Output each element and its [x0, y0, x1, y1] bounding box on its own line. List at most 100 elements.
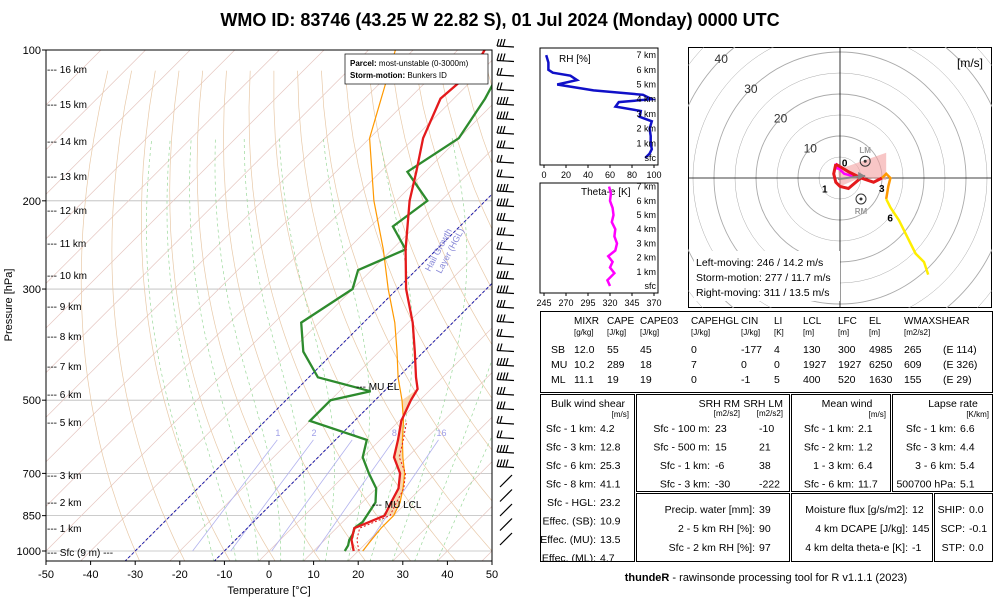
skewt-x-tick: -40 [83, 569, 99, 581]
box-row-label: Sfc - HGL: [547, 497, 596, 509]
svg-text:Storm-motion: Bunkers ID: Storm-motion: Bunkers ID [350, 71, 447, 80]
bunkers-label: LM [859, 146, 871, 155]
moist-adiabat [322, 138, 370, 561]
composite-box: SHIP: 0.0 SCP: -0.1 STP: 0.0 [934, 493, 993, 562]
thetae-label: Theta-e [K] [581, 187, 631, 198]
parcel-table-cell: 6250 [869, 359, 893, 371]
box-row-label: Effec. (SB): [543, 516, 597, 528]
box-row-value: 10.9 [600, 516, 621, 528]
box-row-value: -1 [912, 542, 921, 554]
isotherm [46, 50, 280, 284]
parcel-table-cell: 0 [691, 374, 697, 386]
box-row-label: Effec. (ML): [542, 553, 596, 562]
mixing-ratio-label: 16 [436, 428, 446, 438]
bunkers-marker [855, 193, 867, 205]
parcel-table-cell: 5 [774, 374, 780, 386]
parcel-table-cell: 0 [741, 359, 747, 371]
dry-adiabat [80, 70, 140, 561]
skewt-x-tick: 50 [486, 569, 498, 581]
srh-header: SRH RM [699, 398, 740, 410]
skewt-x-tick: -30 [127, 569, 143, 581]
parcel-table-unit: [K] [774, 328, 784, 337]
parcel-table-cell: 609 [904, 359, 922, 371]
height-label: --- 10 km [47, 271, 87, 282]
thetae-y-tick: 5 km [636, 210, 656, 220]
height-label: --- 8 km [47, 332, 81, 343]
parcel-table-unit: [g/kg] [574, 328, 594, 337]
wind-barb [496, 227, 515, 237]
mixing-ratio-label: 1 [275, 428, 280, 438]
box-row-value: 12.8 [600, 442, 621, 454]
box-row-label: Sfc - 1 km: [546, 423, 596, 435]
height-label: --- 6 km [47, 390, 81, 401]
rh-x-tick: 20 [561, 170, 571, 180]
wind-barb [496, 256, 515, 266]
skewt-x-tick: -10 [216, 569, 232, 581]
height-label: --- 16 km [47, 65, 87, 76]
skewt-diagram: 1 2 4 8 16 -50 -40 -30 -20 -10 0 10 20 30 40 50 100 200 3… [3, 38, 515, 597]
hodo-ring-label: 30 [744, 82, 758, 96]
box-row-value: 39 [759, 504, 771, 516]
box-title: Bulk wind shear [551, 398, 626, 410]
skewt-x-tick: 40 [441, 569, 453, 581]
srh-row-value: 15 [715, 442, 727, 454]
hodo-ring-label: 20 [774, 112, 788, 126]
mu-el-label: MU EL [369, 382, 400, 393]
box-row-label: Sfc - 2 km RH [%]: [669, 542, 755, 554]
footer-brand: thundeR [624, 572, 670, 584]
isotherm [46, 50, 147, 151]
dry-adiabat [321, 70, 492, 502]
bunkers-marker [859, 155, 871, 167]
moisture-box-2: Moisture flux [g/s/m2]: 12 4 km DCAPE [J/k… [791, 493, 933, 562]
parcel-table-header: LCL [803, 316, 822, 327]
wind-barb [496, 169, 515, 179]
parcel-table-unit: [m] [838, 328, 849, 337]
thetae-y-tick: 1 km [636, 267, 656, 277]
moist-adiabat [214, 138, 282, 561]
dewpoint-line [300, 83, 492, 552]
rh-y-tick: 4 km [636, 94, 656, 104]
isotherm [258, 327, 492, 561]
parcel-line [362, 50, 406, 552]
rh-x-tick: 60 [605, 170, 615, 180]
parcel-table-cell: 10.2 [574, 359, 595, 371]
rh-label: RH [%] [559, 54, 591, 65]
wind-barb [496, 154, 515, 164]
mixing-ratio-label: 8 [392, 428, 397, 438]
parcel-table-cell: 130 [803, 344, 821, 356]
thetae-series [605, 186, 619, 287]
parcel-table-header: EL [869, 316, 882, 327]
box-row-label: Sfc - 6 km: [804, 479, 854, 491]
wind-barb [496, 401, 515, 411]
isotherm [46, 50, 236, 240]
box-row-label: Precip. water [mm]: [665, 504, 755, 516]
rh-y-tick: 7 km [636, 50, 656, 60]
parcel-table-cell: 520 [838, 374, 856, 386]
box-row-value: 23.2 [600, 497, 621, 509]
height-label: --- 7 km [47, 362, 81, 373]
moist-adiabat [189, 138, 259, 561]
hodo-height-mark: 6 [887, 213, 893, 224]
wind-barbs [496, 38, 515, 546]
thetae-x-tick: 295 [580, 298, 595, 308]
isotherm [46, 59, 492, 507]
rh-x-tick: 80 [627, 170, 637, 180]
box-row-label: 500700 hPa: [896, 479, 956, 491]
box-row-label: Sfc - 1 km: [804, 423, 854, 435]
dry-adiabat [344, 70, 492, 451]
parcel-table-cell: 1630 [869, 374, 893, 386]
parcel-table-header: CAPE [607, 316, 635, 327]
parcel-table-cell: 400 [803, 374, 821, 386]
wind-barb [496, 357, 515, 367]
lapse-rate-box: Lapse rate [K/km] Sfc - 1 km: 6.6 Sfc - 3 km… [892, 394, 993, 492]
box-unit: [m/s] [869, 410, 886, 419]
dry-adiabat [248, 70, 412, 561]
isotherm [169, 238, 492, 561]
storm-motion: Storm-motion: 277 / 11.7 m/s [696, 272, 831, 284]
skewt-x-tick: -20 [172, 569, 188, 581]
box-row-label: Effec. (MU): [541, 534, 596, 546]
parcel-table-unit: [J/kg] [691, 328, 710, 337]
parcel-table-cell: -1 [741, 374, 750, 386]
footer: thundeR - rawinsonde processing tool for… [540, 572, 992, 584]
bunkers-label: RM [855, 207, 868, 216]
